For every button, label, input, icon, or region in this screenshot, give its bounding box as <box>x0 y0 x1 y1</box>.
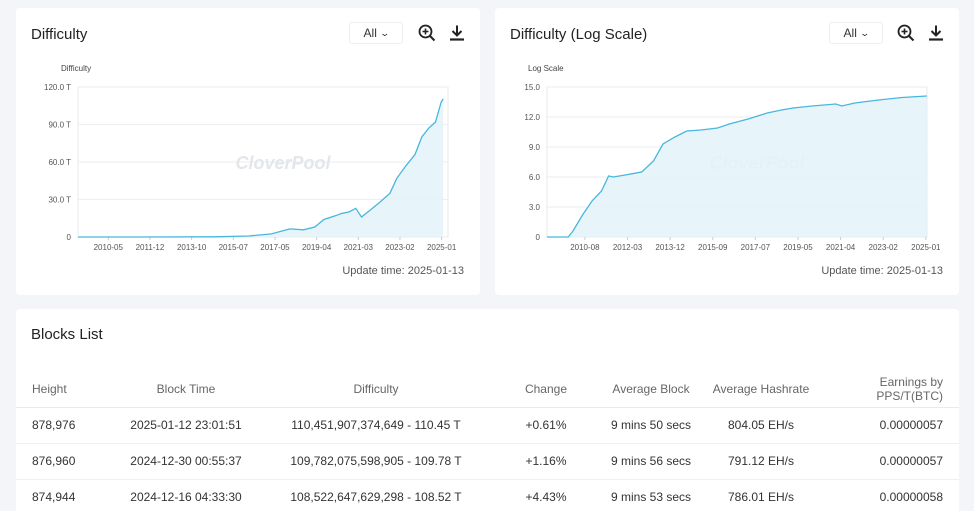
table-row: 878,976 2025-01-12 23:01:51 110,451,907,… <box>16 407 959 444</box>
block-earnings: 0.00000057 <box>816 443 959 480</box>
column-header-change: Change <box>496 371 596 408</box>
difficulty-log-chart-title: Difficulty (Log Scale) <box>510 26 648 43</box>
blocks-list-title: Blocks List <box>31 326 103 343</box>
block-change: +1.16% <box>496 443 596 480</box>
x-tick-label: 2023-02 <box>869 243 899 252</box>
difficulty-log-chart[interactable]: Log Scale 0 3.0 6.0 9.0 12.0 15.0 2010-08 2012-0… <box>495 8 959 268</box>
x-tick-label: 2010-05 <box>94 243 124 252</box>
log-range-select[interactable]: All ⌄ <box>829 22 883 44</box>
column-header-average-block: Average Block <box>596 371 706 408</box>
difficulty-range-select[interactable]: All ⌄ <box>349 22 403 44</box>
series-area <box>78 98 444 238</box>
block-height-link[interactable]: 878,976 <box>16 407 116 444</box>
column-header-earnings: Earnings by PPS/T(BTC) <box>816 371 959 408</box>
update-time: Update time: 2025-01-13 <box>342 265 464 277</box>
x-tick-label: 2017-07 <box>741 243 771 252</box>
x-tick-label: 2012-03 <box>613 243 643 252</box>
x-tick-label: 2025-01 <box>911 243 941 252</box>
x-tick-label: 2025-01 <box>427 243 457 252</box>
block-difficulty: 109,782,075,598,905 - 109.78 T <box>256 443 496 480</box>
x-tick-label: 2011-12 <box>136 243 165 252</box>
download-icon[interactable] <box>448 24 466 42</box>
column-header-average-hashrate: Average Hashrate <box>706 371 816 408</box>
zoom-in-icon[interactable] <box>897 24 915 42</box>
column-header-difficulty: Difficulty <box>256 371 496 408</box>
x-tick-label: 2019-05 <box>783 243 813 252</box>
column-header-height: Height <box>16 371 116 408</box>
x-tick-label: 2010-08 <box>570 243 600 252</box>
column-header-block-time: Block Time <box>116 371 256 408</box>
difficulty-card: Difficulty All ⌄ Difficulty 0 30.0 T 60.0 T… <box>16 8 480 295</box>
chevron-down-icon: ⌄ <box>859 27 870 38</box>
y-tick-label: 0 <box>536 233 541 242</box>
block-difficulty: 110,451,907,374,649 - 110.45 T <box>256 407 496 444</box>
y-axis-label: Log Scale <box>528 64 564 73</box>
difficulty-chart-title: Difficulty <box>31 26 88 43</box>
block-average-time: 9 mins 56 secs <box>596 443 706 480</box>
x-tick-label: 2015-07 <box>219 243 249 252</box>
block-time: 2025-01-12 23:01:51 <box>116 407 256 444</box>
y-tick-label: 15.0 <box>524 83 540 92</box>
series-line <box>78 98 444 238</box>
block-time: 2024-12-16 04:33:30 <box>116 479 256 511</box>
block-earnings: 0.00000057 <box>816 407 959 444</box>
y-tick-label: 12.0 <box>524 113 540 122</box>
x-tick-label: 2015-09 <box>698 243 728 252</box>
y-tick-label: 0 <box>67 233 72 242</box>
difficulty-log-card: Difficulty (Log Scale) All ⌄ Log Scale 0 3… <box>495 8 959 295</box>
difficulty-chart[interactable]: Difficulty 0 30.0 T 60.0 T 90.0 T 120.0 T 2010… <box>16 8 480 268</box>
x-tick-label: 2023-02 <box>385 243 415 252</box>
table-row: 874,944 2024-12-16 04:33:30 108,522,647,… <box>16 479 959 511</box>
x-tick-label: 2021-04 <box>826 243 856 252</box>
block-hashrate: 791.12 EH/s <box>706 443 816 480</box>
watermark-text: CloverPool <box>235 153 331 173</box>
x-tick-label: 2013-12 <box>655 243 685 252</box>
table-header-row: Height Block Time Difficulty Change Aver… <box>16 371 959 408</box>
update-time: Update time: 2025-01-13 <box>821 265 943 277</box>
block-difficulty: 108,522,647,629,298 - 108.52 T <box>256 479 496 511</box>
block-average-time: 9 mins 53 secs <box>596 479 706 511</box>
x-tick-label: 2019-04 <box>302 243 332 252</box>
series-area <box>547 96 927 237</box>
block-height-link[interactable]: 876,960 <box>16 443 116 480</box>
y-tick-label: 120.0 T <box>44 83 71 92</box>
x-tick-label: 2021-03 <box>344 243 374 252</box>
x-tick-label: 2013-10 <box>177 243 207 252</box>
y-tick-label: 60.0 T <box>48 158 71 167</box>
blocks-table: Height Block Time Difficulty Change Aver… <box>16 371 959 511</box>
range-select-value: All <box>363 26 377 40</box>
block-change: +0.61% <box>496 407 596 444</box>
block-height-link[interactable]: 874,944 <box>16 479 116 511</box>
block-hashrate: 786.01 EH/s <box>706 479 816 511</box>
y-tick-label: 6.0 <box>529 173 541 182</box>
y-tick-label: 90.0 T <box>48 121 71 130</box>
block-earnings: 0.00000058 <box>816 479 959 511</box>
range-select-value: All <box>843 26 857 40</box>
block-time: 2024-12-30 00:55:37 <box>116 443 256 480</box>
x-tick-label: 2017-05 <box>260 243 290 252</box>
zoom-in-icon[interactable] <box>418 24 436 42</box>
download-icon[interactable] <box>927 24 945 42</box>
y-tick-label: 3.0 <box>529 203 541 212</box>
block-hashrate: 804.05 EH/s <box>706 407 816 444</box>
block-average-time: 9 mins 50 secs <box>596 407 706 444</box>
table-row: 876,960 2024-12-30 00:55:37 109,782,075,… <box>16 443 959 480</box>
series-line <box>547 95 927 238</box>
block-change: +4.43% <box>496 479 596 511</box>
chevron-down-icon: ⌄ <box>379 27 390 38</box>
y-tick-label: 9.0 <box>529 143 541 152</box>
blocks-list-card: Blocks List Height Block Time Difficulty… <box>16 309 959 511</box>
y-tick-label: 30.0 T <box>48 196 71 205</box>
y-axis-label: Difficulty <box>61 64 91 73</box>
